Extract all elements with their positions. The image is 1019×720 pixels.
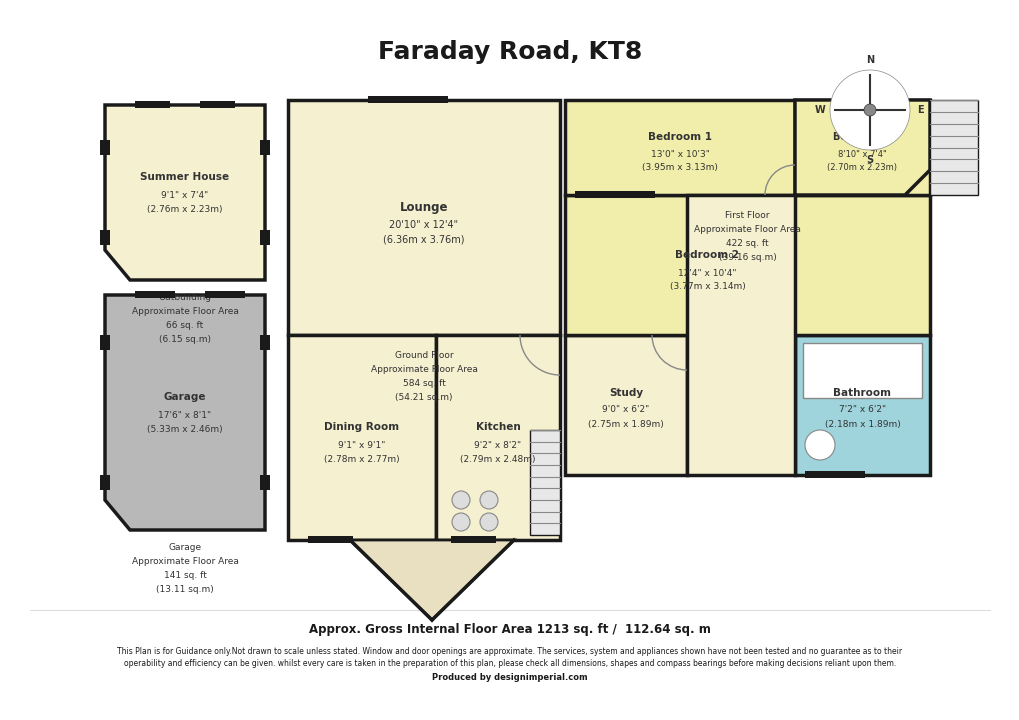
Bar <box>100 140 110 155</box>
Text: Bedroom 3: Bedroom 3 <box>833 132 892 143</box>
Bar <box>450 536 495 543</box>
Text: 8'10" x 7'4": 8'10" x 7'4" <box>838 150 886 159</box>
Text: Kitchen: Kitchen <box>475 423 520 433</box>
Text: Bedroom 1: Bedroom 1 <box>647 132 711 143</box>
Circle shape <box>804 430 835 460</box>
Bar <box>575 191 654 198</box>
Text: Summer House: Summer House <box>141 173 229 182</box>
Text: Approximate Floor Area: Approximate Floor Area <box>131 557 238 567</box>
Text: Bathroom: Bathroom <box>833 388 891 398</box>
Text: (13.11 sq.m): (13.11 sq.m) <box>156 585 214 595</box>
Text: Ground Floor: Ground Floor <box>394 351 452 361</box>
Bar <box>287 100 559 335</box>
Circle shape <box>863 104 875 116</box>
Text: 9'1" x 9'1": 9'1" x 9'1" <box>338 441 385 450</box>
Bar <box>565 195 929 335</box>
Text: 20'10" x 12'4": 20'10" x 12'4" <box>389 220 459 230</box>
Bar <box>435 335 559 540</box>
Text: (54.21 sq.m): (54.21 sq.m) <box>395 394 452 402</box>
Circle shape <box>480 491 497 509</box>
Text: 9'1" x 7'4": 9'1" x 7'4" <box>161 191 209 200</box>
Bar <box>205 291 245 298</box>
Bar <box>530 430 559 535</box>
Text: Study: Study <box>608 388 642 398</box>
Bar <box>308 536 353 543</box>
Polygon shape <box>105 295 265 530</box>
Text: 422 sq. ft: 422 sq. ft <box>726 240 768 248</box>
Text: (2.18m x 1.89m): (2.18m x 1.89m) <box>823 420 900 428</box>
Polygon shape <box>105 105 265 280</box>
Text: Approximate Floor Area: Approximate Floor Area <box>131 307 238 317</box>
Bar <box>794 335 929 475</box>
Text: 12'4" x 10'4": 12'4" x 10'4" <box>678 269 736 277</box>
Text: Approximate Floor Area: Approximate Floor Area <box>693 225 800 235</box>
Bar <box>200 101 234 108</box>
Text: 584 sq. ft: 584 sq. ft <box>403 379 445 389</box>
Circle shape <box>480 513 497 531</box>
Text: N: N <box>865 55 873 65</box>
Text: 9'0" x 6'2": 9'0" x 6'2" <box>602 405 649 415</box>
Text: Approx. Gross Internal Floor Area 1213 sq. ft /  112.64 sq. m: Approx. Gross Internal Floor Area 1213 s… <box>309 624 710 636</box>
Bar <box>260 335 270 350</box>
Text: 141 sq. ft: 141 sq. ft <box>163 572 206 580</box>
Text: Garage: Garage <box>168 544 202 552</box>
Text: (3.77m x 3.14m): (3.77m x 3.14m) <box>668 282 745 292</box>
Bar <box>260 230 270 245</box>
Text: W: W <box>814 105 824 115</box>
Polygon shape <box>794 100 929 195</box>
Text: E: E <box>916 105 922 115</box>
Bar <box>260 140 270 155</box>
Circle shape <box>829 70 909 150</box>
Text: 7'2" x 6'2": 7'2" x 6'2" <box>838 405 886 415</box>
Text: (6.15 sq.m): (6.15 sq.m) <box>159 336 211 344</box>
Text: Produced by designimperial.com: Produced by designimperial.com <box>432 673 587 683</box>
Text: 9'2" x 8'2": 9'2" x 8'2" <box>474 441 521 450</box>
Text: 13'0" x 10'3": 13'0" x 10'3" <box>650 150 709 159</box>
Text: (2.79m x 2.48m): (2.79m x 2.48m) <box>460 455 535 464</box>
Polygon shape <box>350 540 514 620</box>
Text: 66 sq. ft: 66 sq. ft <box>166 322 204 330</box>
Bar <box>100 335 110 350</box>
Text: (2.75m x 1.89m): (2.75m x 1.89m) <box>588 420 663 428</box>
Text: Outbuilding: Outbuilding <box>158 294 211 302</box>
Text: (5.33m x 2.46m): (5.33m x 2.46m) <box>147 425 222 434</box>
Bar <box>100 475 110 490</box>
Bar <box>687 195 794 475</box>
Bar <box>287 335 435 540</box>
Bar <box>804 471 864 478</box>
Bar <box>565 100 794 195</box>
Text: (2.70m x 2.23m): (2.70m x 2.23m) <box>826 163 897 172</box>
Text: Bedroom 2: Bedroom 2 <box>675 250 739 260</box>
Text: Lounge: Lounge <box>399 201 447 214</box>
Text: Garage: Garage <box>164 392 206 402</box>
Text: This Plan is for Guidance only.Not drawn to scale unless stated. Window and door: This Plan is for Guidance only.Not drawn… <box>117 647 902 657</box>
Text: operability and efficiency can be given. whilst every care is taken in the prepa: operability and efficiency can be given.… <box>123 660 896 668</box>
Text: S: S <box>865 155 872 165</box>
Bar <box>368 96 447 103</box>
Bar <box>100 230 110 245</box>
Text: (39.16 sq.m): (39.16 sq.m) <box>718 253 775 263</box>
Bar <box>565 335 687 475</box>
Text: Faraday Road, KT8: Faraday Road, KT8 <box>377 40 642 64</box>
Text: First Floor: First Floor <box>725 212 769 220</box>
Bar <box>135 101 170 108</box>
Text: (2.78m x 2.77m): (2.78m x 2.77m) <box>324 455 399 464</box>
Text: 17'6" x 8'1": 17'6" x 8'1" <box>158 411 211 420</box>
Bar <box>260 475 270 490</box>
Text: (3.95m x 3.13m): (3.95m x 3.13m) <box>641 163 717 172</box>
Text: (2.76m x 2.23m): (2.76m x 2.23m) <box>147 205 222 214</box>
Circle shape <box>451 491 470 509</box>
Circle shape <box>451 513 470 531</box>
Text: Approximate Floor Area: Approximate Floor Area <box>370 366 477 374</box>
Bar <box>802 343 921 398</box>
Text: Dining Room: Dining Room <box>324 423 399 433</box>
Bar <box>135 291 175 298</box>
Bar <box>794 100 929 195</box>
Bar <box>929 100 977 195</box>
Text: (6.36m x 3.76m): (6.36m x 3.76m) <box>383 235 465 245</box>
